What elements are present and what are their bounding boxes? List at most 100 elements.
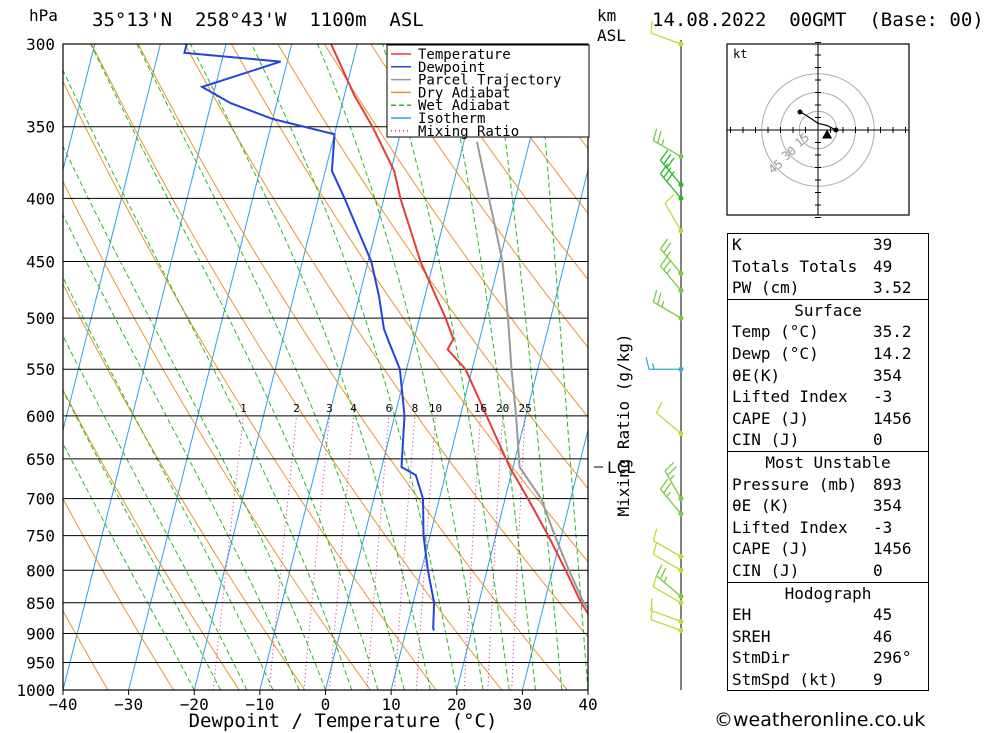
wet-adiabat-line bbox=[536, 44, 588, 690]
x-tick-label: 30 bbox=[513, 695, 532, 714]
hodograph-indices: EH 45 SREH 46 StmDir 296° StmSpd (kt) 9 bbox=[728, 604, 928, 690]
index-row: Temp (°C) 35.2 bbox=[728, 321, 928, 343]
x-tick-label: 20 bbox=[447, 695, 466, 714]
hodograph-point bbox=[797, 109, 803, 115]
index-label: Totals Totals bbox=[732, 256, 858, 276]
mixing-ratio-tick-label: 3 bbox=[326, 402, 333, 415]
mixing-ratio-tick-label: 8 bbox=[412, 402, 419, 415]
dry-adiabat-line bbox=[416, 44, 588, 281]
wind-barb bbox=[664, 194, 684, 234]
mixing-ratio-tick-label: 25 bbox=[518, 402, 531, 415]
most-unstable-indices: Pressure (mb) 893 θE (K) 354 Lifted Index -3 C… bbox=[728, 474, 928, 582]
index-row: SREH 46 bbox=[728, 626, 928, 648]
hodograph-title: Hodograph bbox=[784, 583, 872, 603]
index-label: Lifted Index bbox=[732, 517, 848, 537]
index-value: 354 bbox=[873, 496, 902, 516]
index-value: 14.2 bbox=[873, 343, 912, 363]
index-row: EH 45 bbox=[728, 604, 928, 626]
hodograph-trace bbox=[799, 111, 837, 131]
index-value: 893 bbox=[873, 474, 902, 494]
mixing-ratio-tick-label: 16 bbox=[474, 402, 487, 415]
copyright-footer: ©weatheronline.co.uk bbox=[714, 709, 926, 731]
pressure-levels: 300 350 400 450 500 550 600 650 700 750 800 850 900 9… bbox=[16, 35, 588, 700]
mixing-ratio-tick-label: 1 bbox=[240, 402, 247, 415]
wind-barb bbox=[650, 20, 684, 47]
wind-barb bbox=[652, 128, 684, 160]
wind-barb bbox=[652, 290, 684, 321]
isotherm-line bbox=[259, 44, 424, 690]
legend-entry: Mixing Ratio bbox=[418, 124, 519, 140]
isotherm-line bbox=[63, 44, 96, 172]
isotherm-line bbox=[128, 44, 293, 690]
hpa-unit-label: hPa bbox=[29, 6, 58, 25]
surface-indices: Temp (°C) 35.2 Dewp (°C) 14.2 θE(K) 354 Lifted… bbox=[728, 321, 928, 451]
index-row: StmSpd (kt) 9 bbox=[728, 669, 928, 691]
index-label: CIN (J) bbox=[732, 560, 800, 580]
wind-barb bbox=[659, 163, 684, 201]
x-tick-label: −30 bbox=[114, 695, 143, 714]
wind-barb bbox=[664, 461, 684, 502]
legend-entry: Dry Adiabat bbox=[418, 85, 511, 101]
temperature-line bbox=[330, 44, 588, 616]
wet-adiabat-line bbox=[136, 44, 405, 690]
x-tick-label: −10 bbox=[245, 695, 274, 714]
wet-adiabat-line bbox=[190, 44, 431, 690]
index-label: Lifted Index bbox=[732, 387, 848, 407]
pressure-tick-label: 550 bbox=[26, 360, 55, 379]
wet-adiabat-line bbox=[63, 442, 195, 690]
legend-entry: Temperature bbox=[418, 47, 511, 63]
mixing-ratio-axis-label: Mixing Ratio (g/kg) bbox=[614, 333, 633, 516]
index-label: StmSpd (kt) bbox=[732, 669, 838, 689]
index-label: StmDir bbox=[732, 648, 790, 668]
index-label: SREH bbox=[732, 626, 771, 646]
isotherm-line bbox=[456, 167, 588, 690]
wind-barb bbox=[659, 478, 684, 517]
profile-lines bbox=[183, 44, 588, 631]
pressure-tick-label: 500 bbox=[26, 309, 55, 328]
parcel-trajectory-line bbox=[476, 141, 588, 611]
x-tick-label: 40 bbox=[578, 695, 597, 714]
dry-adiabat-line bbox=[184, 44, 588, 638]
x-axis-ticks: −40 −30 −20 −10 0 10 20 30 40 bbox=[49, 690, 598, 714]
index-value: 45 bbox=[873, 605, 893, 625]
x-tick-label: 10 bbox=[381, 695, 400, 714]
wet-adiabat-line bbox=[441, 44, 536, 690]
mixing-ratio-tick-label: 2 bbox=[293, 402, 300, 415]
index-row: CAPE (J) 1456 bbox=[728, 408, 928, 430]
pressure-tick-label: 300 bbox=[26, 35, 55, 54]
index-value: 9 bbox=[873, 669, 883, 689]
wind-barb bbox=[650, 598, 684, 624]
index-value: 35.2 bbox=[873, 322, 912, 342]
mixing-ratio-line bbox=[366, 415, 390, 690]
storm-motion-marker bbox=[822, 129, 833, 139]
km-unit-label: km bbox=[597, 6, 617, 25]
isotherm-line bbox=[325, 44, 490, 690]
wind-barb bbox=[659, 255, 684, 294]
wind-barb bbox=[652, 574, 684, 606]
x-tick-label: −20 bbox=[180, 695, 209, 714]
wind-barbs bbox=[645, 20, 684, 633]
pressure-tick-label: 900 bbox=[26, 624, 55, 643]
x-tick-label: −40 bbox=[49, 695, 78, 714]
isotherm-line bbox=[193, 44, 358, 690]
index-label: CIN (J) bbox=[732, 430, 800, 450]
wind-barb bbox=[655, 401, 684, 437]
dry-adiabat-line bbox=[929, 44, 1000, 690]
indices-panel: K 39 Totals Totals 49 PW (cm) 3.52 Surface Te… bbox=[727, 233, 929, 692]
wind-barb bbox=[655, 564, 684, 599]
general-indices: K 39 Totals Totals 49 PW (cm) 3.52 bbox=[728, 234, 928, 299]
pressure-tick-label: 700 bbox=[26, 490, 55, 509]
x-tick-label: 0 bbox=[321, 695, 331, 714]
dry-adiabat-line bbox=[137, 44, 568, 690]
index-value: 296° bbox=[873, 648, 912, 668]
index-row: Dewp (°C) 14.2 bbox=[728, 343, 928, 365]
wet-adiabat-line bbox=[63, 145, 326, 690]
dry-adiabat-line bbox=[370, 44, 588, 349]
index-value: 1456 bbox=[873, 539, 912, 559]
pressure-tick-label: 800 bbox=[26, 561, 55, 580]
wet-adiabat-line bbox=[382, 44, 510, 690]
index-value: 49 bbox=[873, 256, 893, 276]
index-label: EH bbox=[732, 605, 752, 625]
